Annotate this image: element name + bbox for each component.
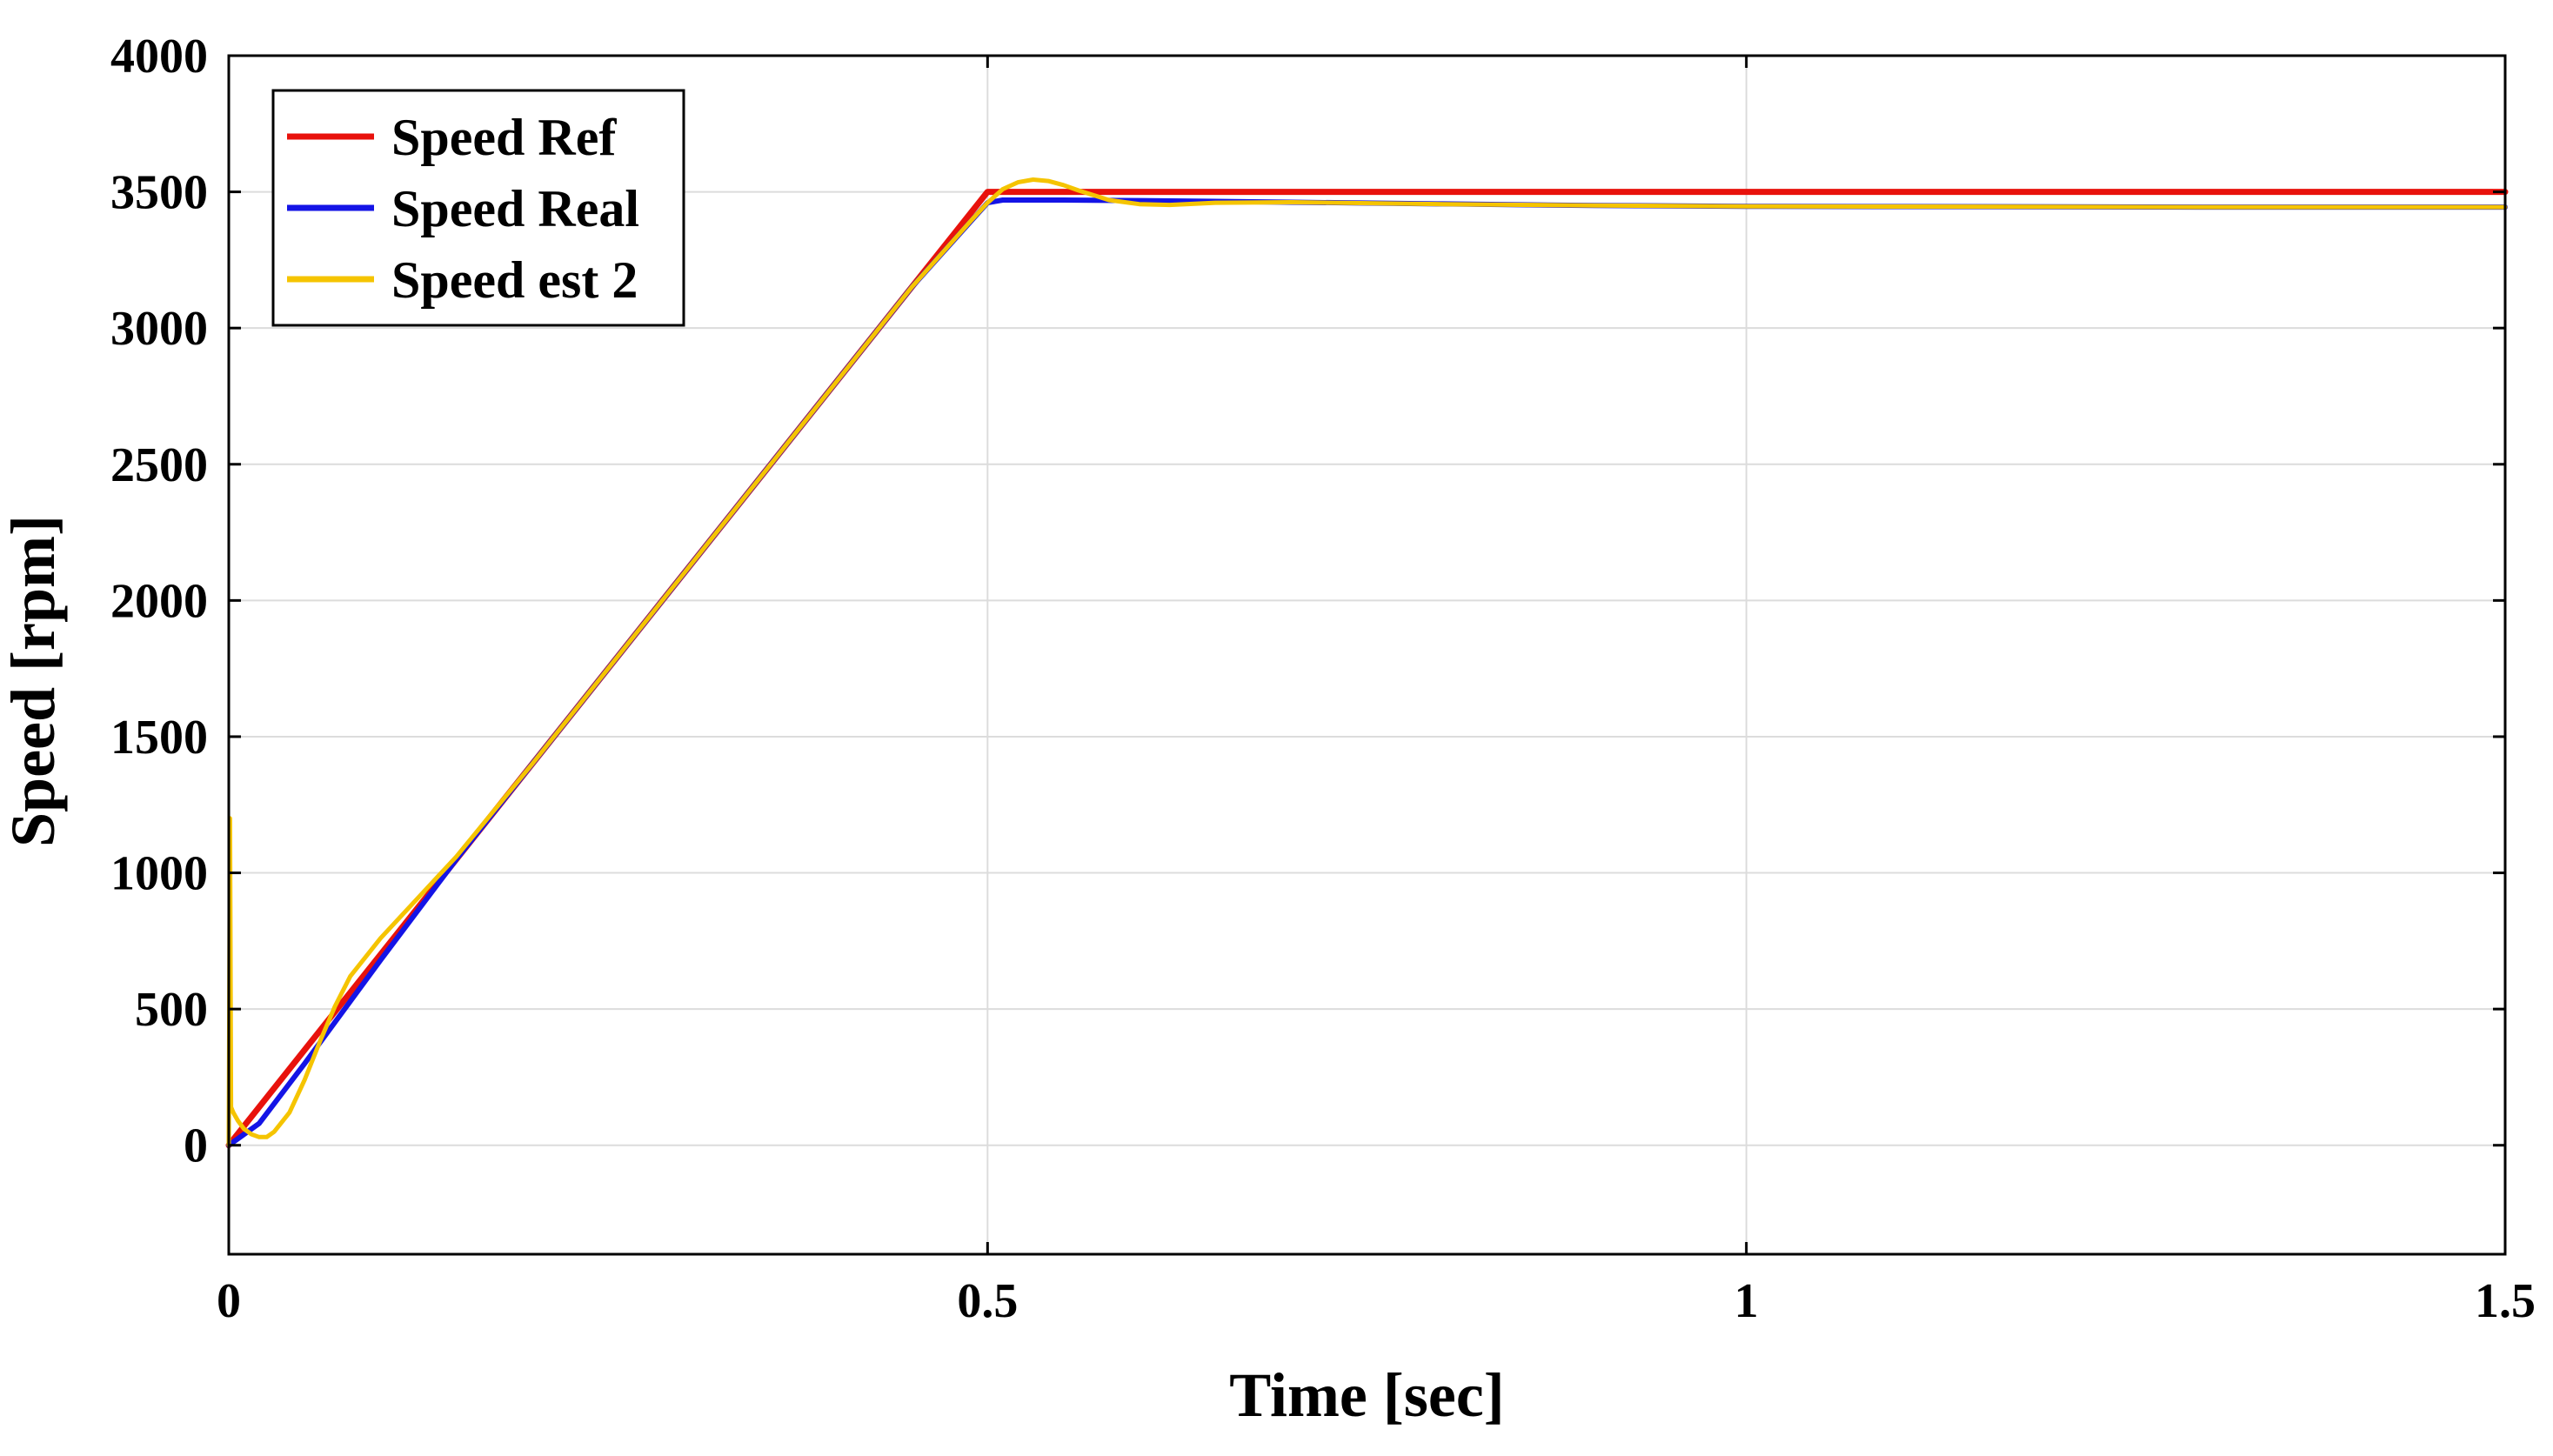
legend-label: Speed est 2 xyxy=(391,251,638,309)
x-tick-label: 1.5 xyxy=(2475,1274,2536,1328)
plot-frame xyxy=(227,54,2507,1256)
y-axis-label: Speed [rpm] xyxy=(0,515,68,847)
y-tick-label: 500 xyxy=(135,983,208,1037)
y-tick-label: 1000 xyxy=(110,847,208,901)
y-tick-label: 1500 xyxy=(110,711,208,765)
series-layer xyxy=(225,177,2509,1149)
y-tick-label: 2500 xyxy=(110,438,208,492)
series-speed-ref-line xyxy=(225,189,2509,1149)
y-tick-label: 3500 xyxy=(110,166,208,220)
y-tick-label: 4000 xyxy=(110,30,208,83)
series-speed-est-2-line xyxy=(226,177,2508,1148)
tick-layer xyxy=(227,54,2507,1254)
legend-label: Speed Ref xyxy=(391,109,617,166)
y-tick-label: 2000 xyxy=(110,574,208,628)
legend-label: Speed Real xyxy=(391,180,639,237)
legend-entries: Speed Ref Speed Real Speed est 2 xyxy=(287,109,639,309)
x-tick-label: 0.5 xyxy=(957,1274,1018,1328)
x-tick-label: 0 xyxy=(217,1274,241,1328)
x-axis-label: Time [sec] xyxy=(1229,1360,1505,1430)
y-tick-label: 0 xyxy=(184,1119,208,1173)
y-tick-label: 3000 xyxy=(110,302,208,356)
legend: Speed Ref Speed Real Speed est 2 xyxy=(271,89,685,327)
x-tick-label: 1 xyxy=(1734,1274,1759,1328)
tick-label-layer: 0 0.5 1 1.5 0 500 1000 1500 2000 2500 3000 3500 4000 xyxy=(110,30,2536,1328)
